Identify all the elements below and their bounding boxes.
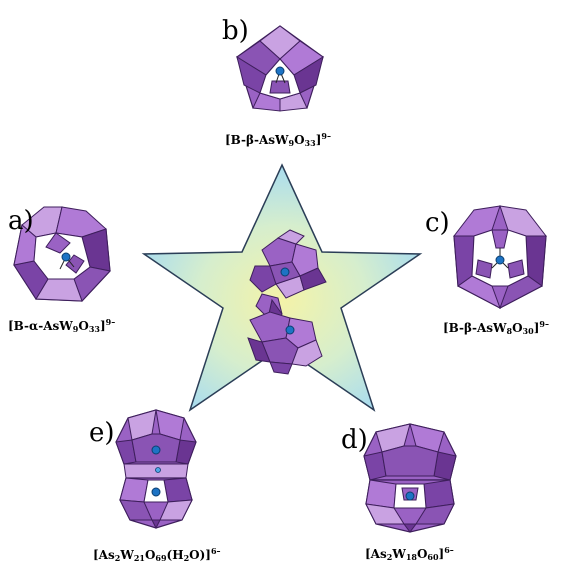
panel-label-e: e)	[89, 418, 115, 448]
central-cluster	[247, 229, 327, 375]
panel-label-b: b)	[222, 16, 249, 46]
formula-e: [As2W21O69(H2O)]6–	[93, 546, 221, 563]
central-lower-unit	[247, 311, 323, 375]
structure-a	[13, 206, 111, 302]
formula-c: [B-β-AsW8O30]9–	[443, 319, 549, 336]
panel-label-a: a)	[8, 206, 34, 236]
formula-b: [B-β-AsW9O33]9–	[225, 131, 331, 148]
structure-d	[363, 423, 457, 533]
panel-label-d: d)	[341, 425, 368, 455]
structure-e	[115, 409, 197, 530]
panel-label-c: c)	[425, 208, 450, 238]
formula-a: [B-α-AsW9O33]9–	[8, 317, 116, 334]
structure-b	[236, 25, 324, 112]
formula-d: [As2W18O60]6–	[365, 545, 454, 562]
structure-c	[452, 205, 548, 310]
